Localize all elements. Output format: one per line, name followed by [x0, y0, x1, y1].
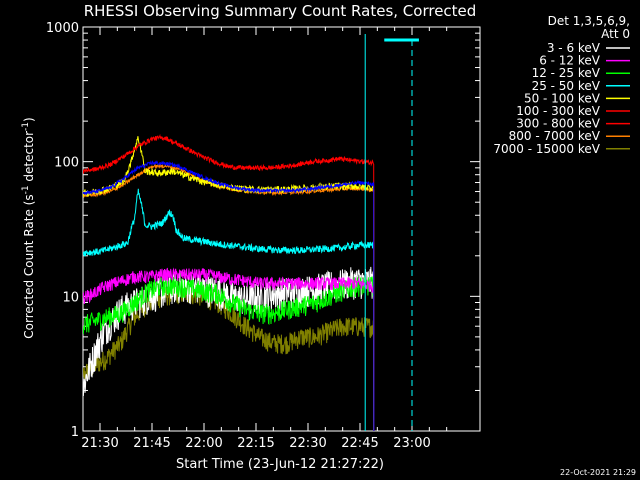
series-line-100-300- — [83, 133, 375, 431]
legend-header-1: Det 1,3,5,6,9, — [548, 14, 630, 28]
legend-label: 25 - 50 keV — [532, 79, 601, 93]
series-line-overlay-blue — [83, 160, 375, 431]
x-tick-label: 22:15 — [237, 436, 274, 451]
series-line-7000-15000- — [83, 284, 375, 431]
chart-title: RHESSI Observing Summary Count Rates, Co… — [84, 2, 477, 20]
series-line-25-50- — [83, 188, 375, 431]
x-tick-label: 22:45 — [341, 436, 378, 451]
y-axis: 1 10 100 1000 — [46, 21, 480, 440]
footer-timestamp: 22-Oct-2021 21:29 — [560, 468, 636, 477]
y-tick-label: 100 — [54, 156, 79, 171]
marker-layer: N — [69, 34, 419, 431]
y-tick-label: 1 — [71, 425, 79, 440]
y-axis-label: Corrected Count Rate (s-1 detector-1) — [21, 117, 36, 338]
legend-label: 100 - 300 keV — [516, 104, 600, 118]
legend-label: 300 - 800 keV — [516, 117, 600, 131]
legend-label: 7000 - 15000 keV — [493, 142, 600, 156]
x-axis-label: Start Time (23-Jun-12 21:27:22) — [176, 457, 384, 472]
series-line-6-12- — [83, 267, 375, 431]
series-line-800-7000- — [83, 163, 375, 431]
legend-label: 3 - 6 keV — [547, 41, 601, 55]
legend-label: 6 - 12 keV — [539, 54, 601, 68]
x-tick-label: 23:00 — [393, 436, 430, 451]
series-layer — [83, 133, 375, 431]
series-line-12-25- — [83, 274, 375, 431]
legend-label: 800 - 7000 keV — [509, 129, 601, 143]
legend-label: 50 - 100 keV — [524, 91, 601, 105]
x-tick-label: 21:30 — [81, 436, 118, 451]
x-tick-label: 22:30 — [289, 436, 326, 451]
x-tick-label: 22:00 — [185, 436, 222, 451]
legend-label: 12 - 25 keV — [532, 66, 601, 80]
x-tick-label: 21:45 — [133, 436, 170, 451]
night-marker-label: N — [69, 38, 76, 48]
plot-frame — [82, 26, 481, 432]
legend-header-2: Att 0 — [601, 27, 630, 41]
plot-border — [82, 26, 481, 432]
x-axis: 21:30 21:45 22:00 22:15 22:30 22:45 23:00 — [81, 27, 448, 451]
y-tick-label: 1000 — [46, 21, 79, 36]
y-tick-label: 10 — [62, 290, 79, 305]
